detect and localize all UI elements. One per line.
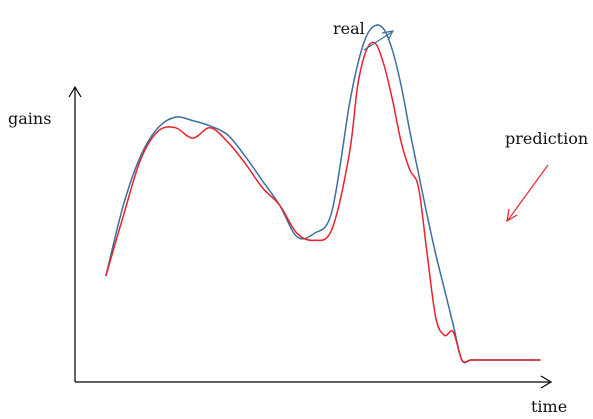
y-axis-arrow-icon [68,85,82,98]
x-axis-arrow-icon [540,375,553,389]
annotation-prediction-label: prediction [505,129,588,148]
x-axis-label: time [531,397,567,416]
annotation-real-arrow-icon [363,30,395,51]
series-prediction-line [105,41,541,363]
axes [68,85,553,389]
y-axis-label: gains [8,109,51,128]
annotation-real-label: real [333,19,365,38]
annotation-prediction-arrow-icon [506,164,549,223]
series-real-line [105,24,541,364]
